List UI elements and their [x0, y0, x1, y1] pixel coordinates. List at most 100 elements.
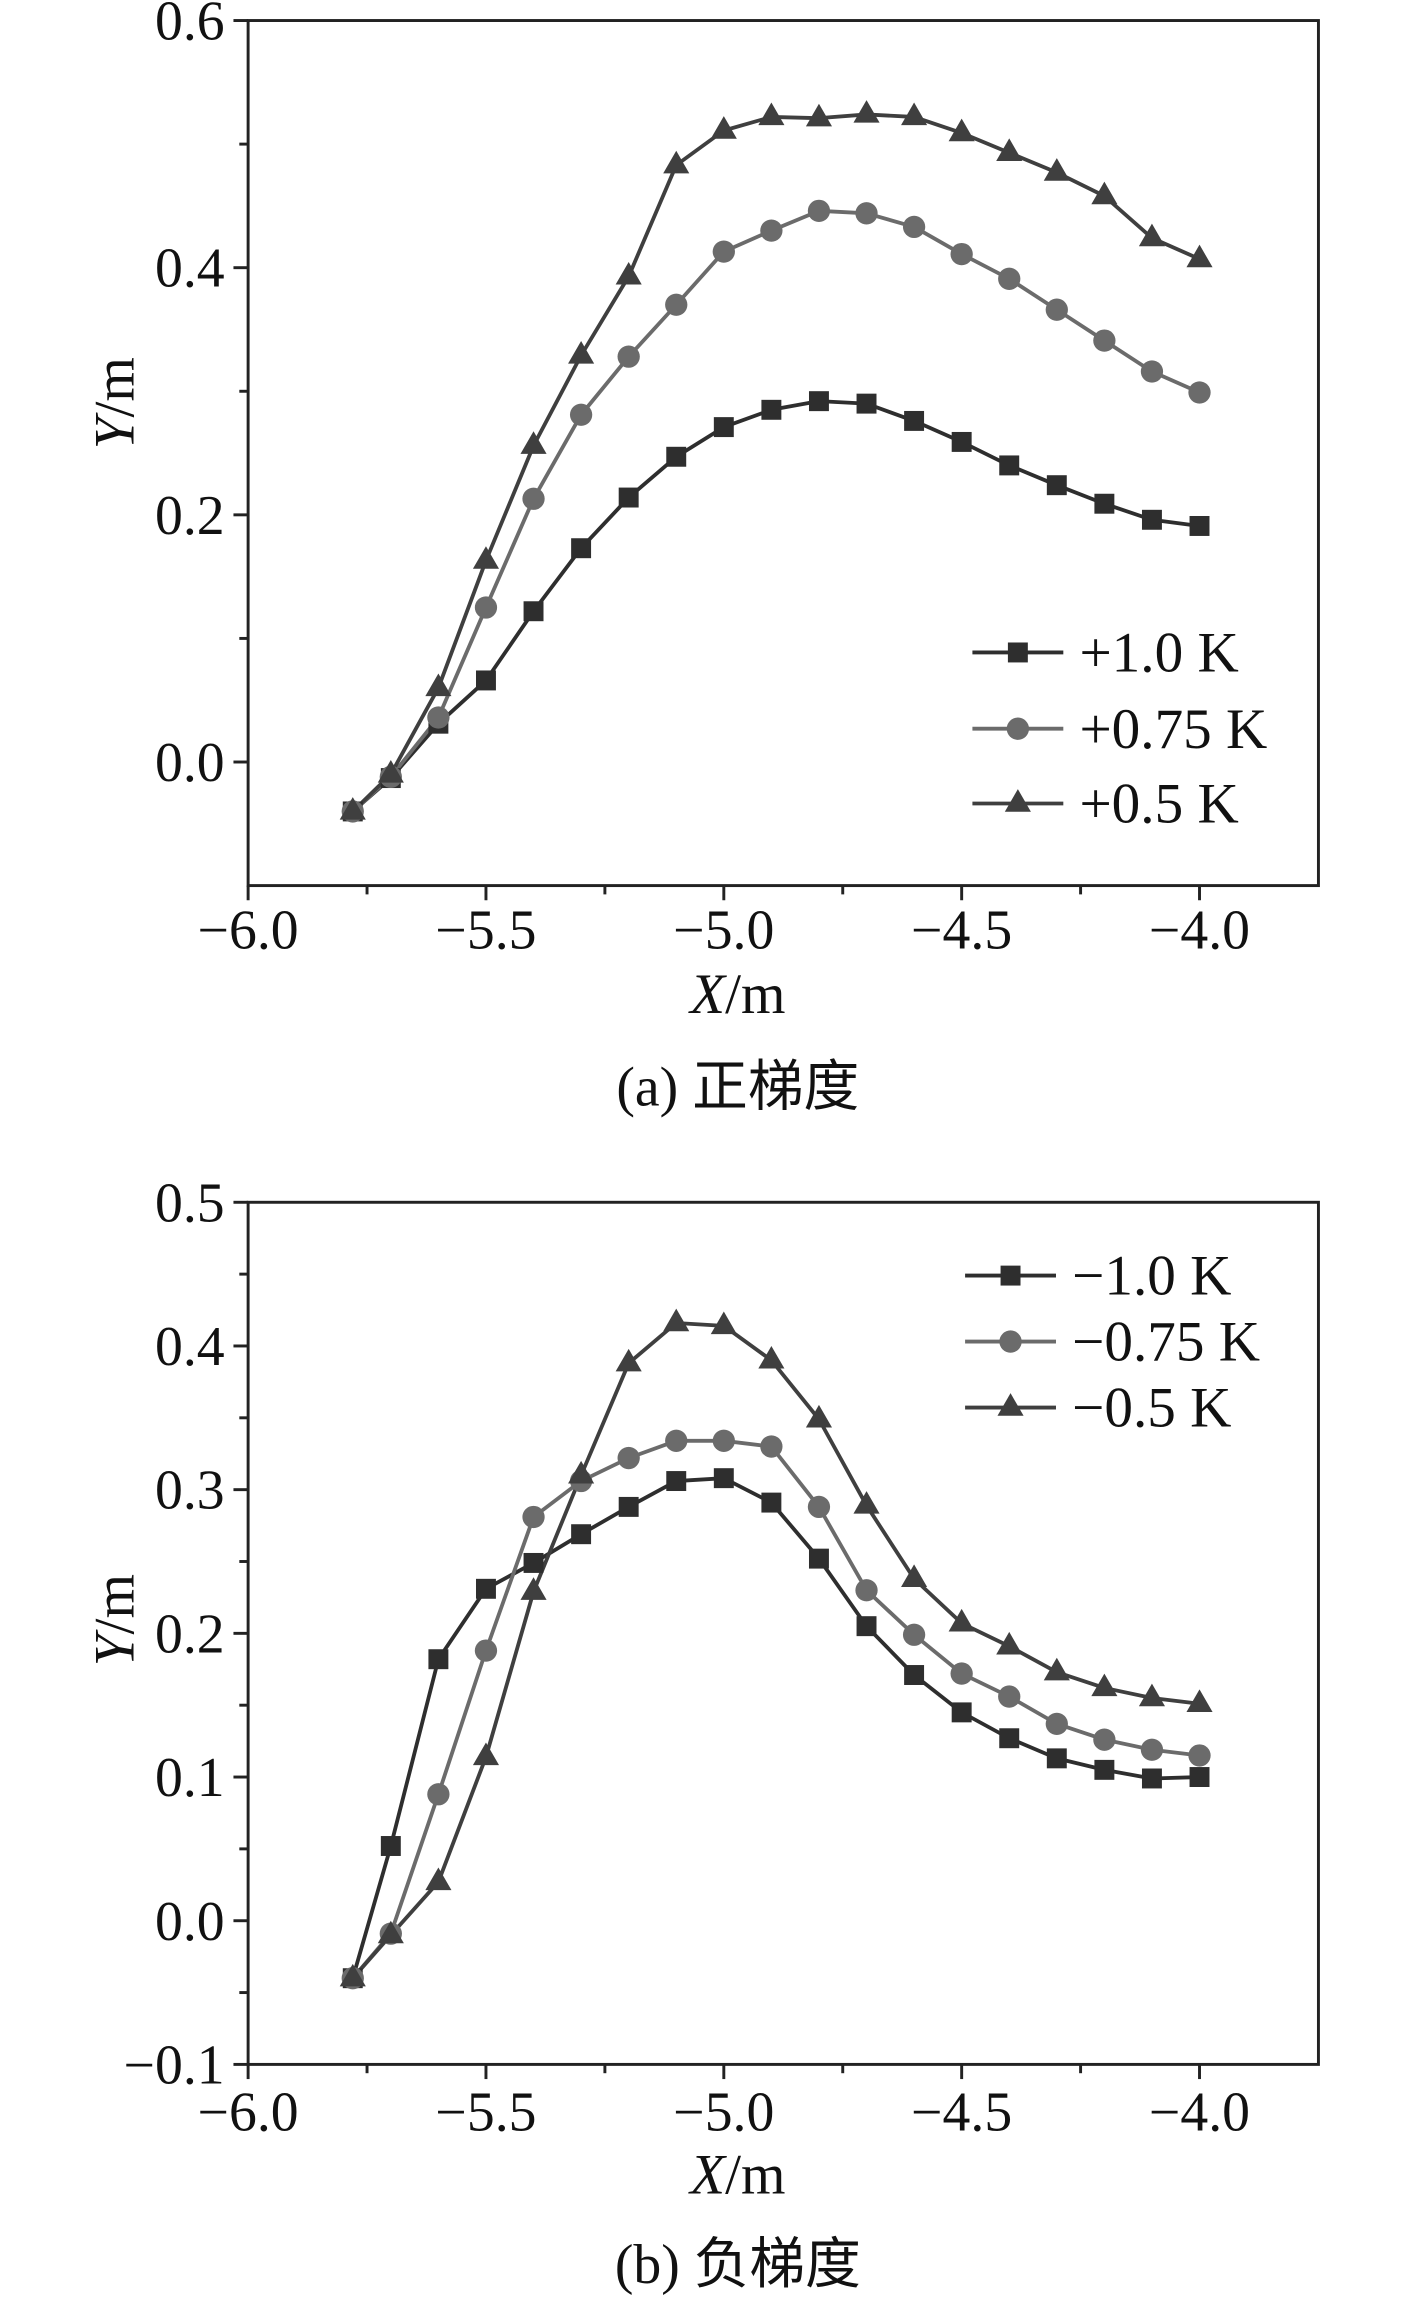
data-point-square	[523, 601, 544, 622]
data-point-triangle	[1186, 244, 1213, 268]
legend-item: −1.0 K	[965, 1245, 1231, 1308]
data-point-square	[618, 487, 639, 508]
x-tick-label: −4.0	[1149, 2081, 1250, 2143]
data-point-circle	[665, 1429, 688, 1452]
y-tick-label: 0.1	[155, 1747, 225, 1809]
legend-label: +0.5 K	[1079, 773, 1238, 836]
data-point-triangle	[996, 138, 1023, 161]
data-point-triangle	[663, 150, 690, 174]
data-point-circle	[1188, 1744, 1211, 1767]
data-point-square	[618, 1496, 639, 1517]
x-tick-label: −4.0	[1149, 900, 1250, 962]
data-point-square	[1046, 1748, 1067, 1769]
data-point-triangle	[805, 103, 833, 127]
legend-item: +0.75 K	[972, 698, 1267, 761]
data-point-triangle	[758, 102, 785, 126]
data-point-square	[808, 391, 829, 412]
series-line	[351, 208, 1201, 813]
y-tick-label: −0.1	[124, 2034, 225, 2096]
data-point-square	[1046, 475, 1067, 496]
data-point-triangle	[996, 1631, 1023, 1655]
y-axis-label: Y/m	[84, 1574, 147, 1666]
legend: −1.0 K−0.75 K−0.5 K	[965, 1245, 1260, 1440]
data-point-square	[666, 1471, 687, 1492]
data-point-circle	[712, 240, 735, 263]
y-tick-label: 0.0	[155, 1891, 225, 1953]
data-point-circle	[807, 1495, 831, 1519]
data-point-triangle	[1186, 1689, 1213, 1712]
data-point-circle	[1045, 1712, 1068, 1736]
data-point-triangle	[901, 1564, 928, 1587]
data-point-triangle	[339, 797, 366, 820]
legend-label: +0.75 K	[1079, 698, 1267, 761]
data-point-square	[428, 1649, 449, 1670]
data-point-square	[523, 1552, 544, 1573]
panel-caption: (a) 正梯度	[616, 1057, 859, 1119]
data-point-triangle	[853, 100, 880, 123]
legend-marker-triangle	[997, 1393, 1024, 1416]
data-point-square	[856, 393, 877, 414]
x-tick-label: −5.0	[673, 2081, 774, 2143]
data-point-square	[761, 1492, 782, 1513]
data-point-circle	[1188, 381, 1211, 404]
data-point-square	[475, 1578, 496, 1599]
data-point-circle	[998, 1685, 1021, 1708]
x-tick-label: −6.0	[198, 2081, 299, 2143]
data-point-square	[999, 455, 1020, 476]
data-point-circle	[522, 487, 545, 510]
data-point-triangle	[425, 673, 452, 697]
data-point-triangle	[339, 1963, 366, 1987]
data-point-triangle	[1043, 1657, 1070, 1681]
data-point-square	[904, 1665, 925, 1685]
data-point-circle	[617, 345, 640, 368]
data-point-triangle	[1138, 1683, 1165, 1707]
legend-label: −1.0 K	[1072, 1245, 1231, 1308]
data-point-square	[1141, 509, 1162, 530]
y-tick-label: 0.0	[155, 732, 225, 794]
data-point-circle	[855, 1579, 878, 1602]
x-tick-label: −6.0	[198, 900, 299, 962]
data-point-triangle	[853, 1491, 880, 1514]
data-point-triangle	[472, 1742, 500, 1766]
data-point-triangle	[520, 1577, 547, 1600]
data-point-square	[1094, 493, 1115, 514]
legend-item: +1.0 K	[972, 622, 1239, 685]
legend-label: −0.75 K	[1072, 1311, 1260, 1374]
panel-caption: (b) 负梯度	[615, 2234, 861, 2296]
legend: +1.0 K +0.75 K +0.5 K	[972, 622, 1267, 836]
data-point-square	[951, 1702, 972, 1723]
x-tick-label: −5.5	[435, 2081, 536, 2143]
y-tick-label: 0.2	[155, 1603, 225, 1665]
data-point-circle	[1140, 1738, 1164, 1761]
legend-marker-circle	[999, 1330, 1022, 1353]
data-point-circle	[950, 1662, 973, 1685]
data-point-circle	[1045, 298, 1068, 321]
data-point-circle	[1093, 329, 1116, 352]
legend-item: +0.5 K	[972, 773, 1239, 836]
data-point-triangle	[1138, 223, 1165, 247]
data-point-circle	[712, 1429, 735, 1452]
data-point-circle	[569, 403, 593, 426]
data-point-circle	[902, 1623, 926, 1646]
data-point-square	[475, 670, 496, 691]
data-point-square	[1094, 1759, 1115, 1780]
data-point-circle	[998, 267, 1021, 290]
x-tick-label: −5.0	[673, 900, 774, 962]
data-point-circle	[474, 596, 498, 619]
y-tick-label: 0.5	[155, 1172, 225, 1234]
data-point-triangle	[377, 1920, 404, 1944]
y-axis-label: Y/m	[84, 357, 147, 449]
data-point-square	[951, 431, 972, 452]
data-point-square	[856, 1616, 877, 1637]
data-point-circle	[1093, 1728, 1116, 1751]
y-tick-label: 0.6	[155, 0, 225, 53]
data-point-triangle	[901, 102, 928, 126]
data-point-square	[571, 538, 592, 559]
legend-item: −0.5 K	[965, 1377, 1231, 1440]
series-line	[351, 112, 1201, 813]
data-point-square	[999, 1728, 1020, 1749]
data-point-triangle	[615, 261, 642, 285]
data-point-triangle	[1043, 158, 1070, 181]
data-point-triangle	[568, 1460, 595, 1484]
